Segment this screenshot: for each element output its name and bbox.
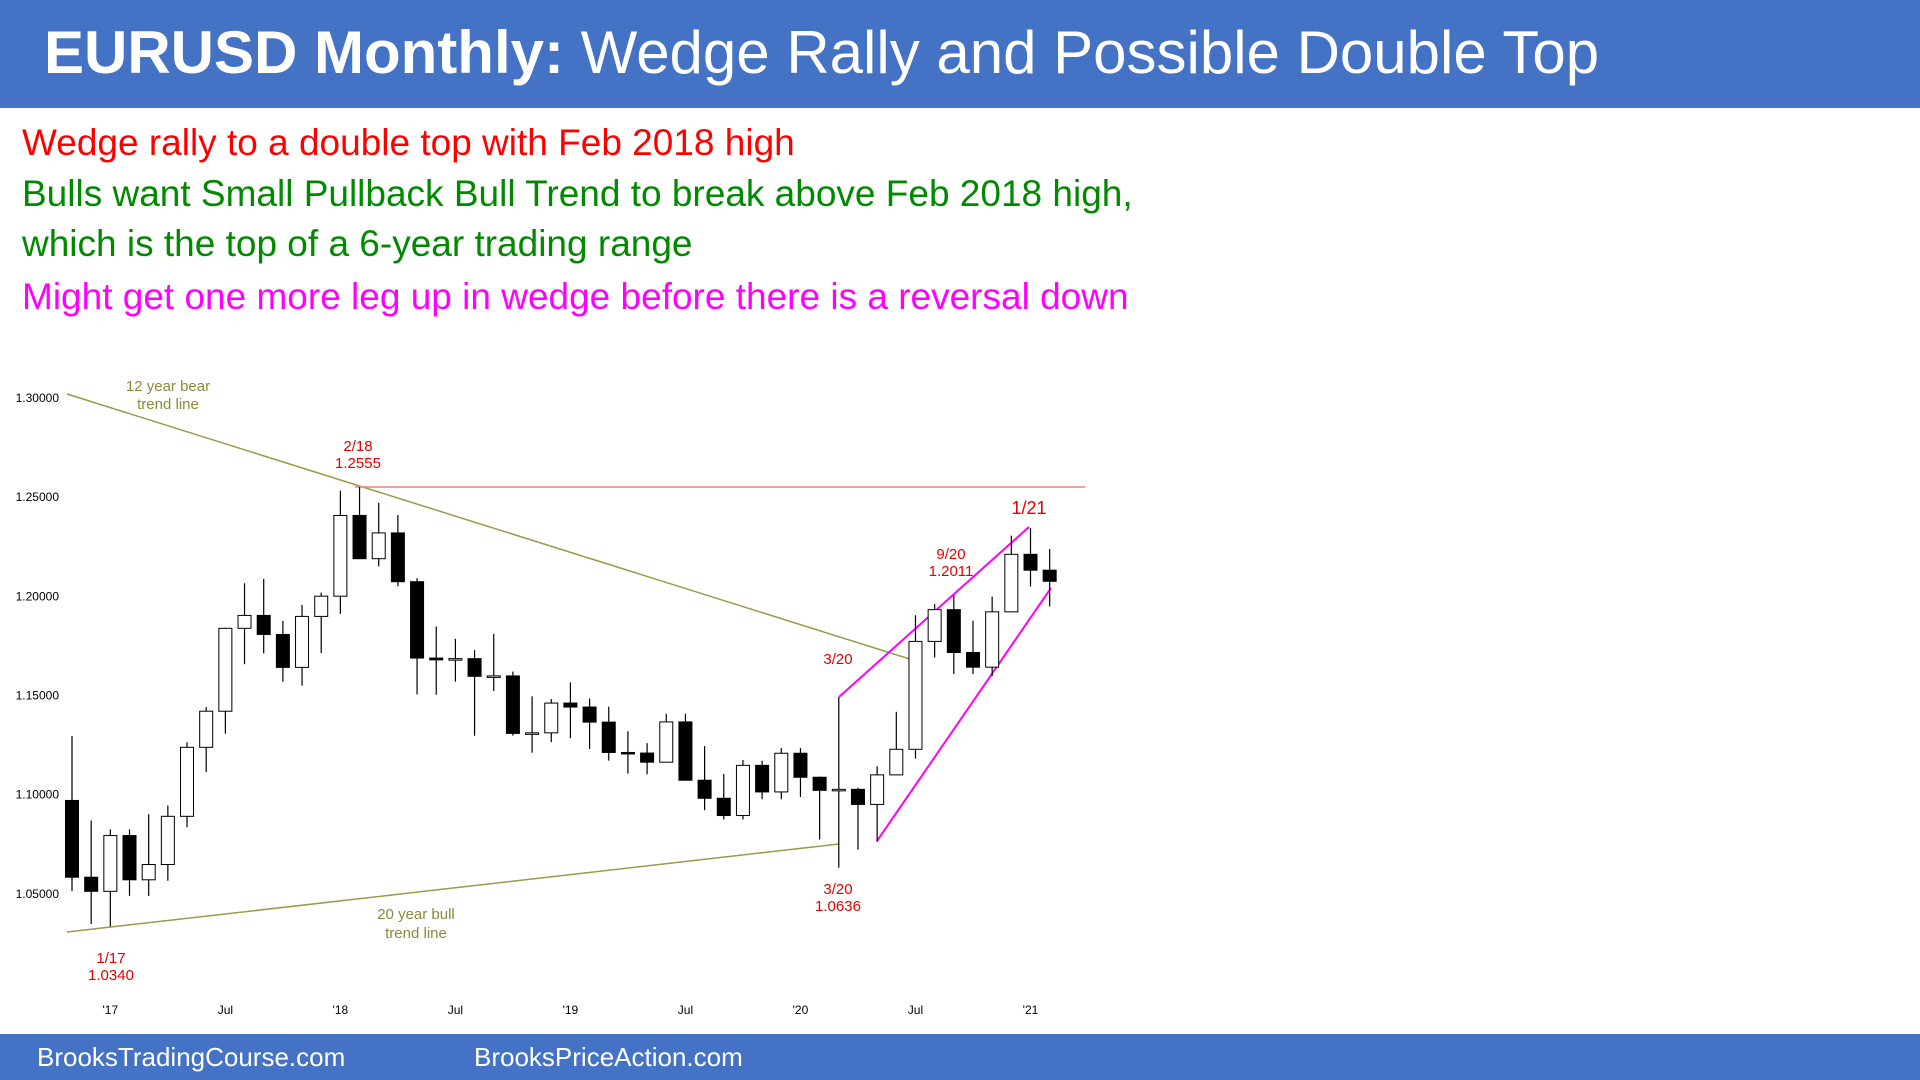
candle-body — [793, 752, 808, 778]
x-tick-label: Jul — [448, 1003, 463, 1017]
candle-body — [314, 595, 329, 617]
candle-body — [256, 614, 271, 635]
candle-body — [103, 835, 118, 892]
candle-body — [697, 779, 712, 799]
candle-body — [659, 721, 674, 763]
candle-body — [199, 710, 214, 748]
candle-body — [1042, 569, 1057, 582]
annotation: trend line — [385, 925, 447, 942]
footer-link: BrooksPriceAction.com — [474, 1042, 743, 1072]
annotation: 1/17 — [96, 950, 125, 967]
candle-body — [544, 702, 559, 734]
candle-body — [735, 764, 750, 817]
candle-body — [141, 864, 156, 881]
bear-trend-line — [66, 393, 917, 662]
bull-trend-line — [66, 843, 840, 933]
x-tick-label: '19 — [563, 1003, 579, 1017]
candle-body — [985, 611, 1000, 668]
x-tick-label: Jul — [218, 1003, 233, 1017]
candle-body — [390, 532, 405, 583]
candle-body — [371, 532, 386, 560]
annotation: 12 year bear — [126, 378, 210, 395]
candle-body — [448, 658, 463, 661]
candle-body — [237, 614, 252, 629]
x-tick-label: '18 — [333, 1003, 349, 1017]
candle-body — [352, 514, 367, 560]
candle-body — [601, 721, 616, 753]
candle-body — [429, 657, 444, 661]
candle-body — [640, 752, 655, 763]
candle-body — [620, 751, 635, 755]
candle-body — [812, 776, 827, 791]
candle-body — [889, 748, 904, 776]
candle-body — [160, 815, 175, 866]
candle-body — [582, 706, 597, 723]
candle-body — [965, 652, 980, 668]
y-tick-label: 1.30000 — [16, 391, 60, 405]
candle-body — [927, 609, 942, 642]
candle-body — [678, 721, 693, 781]
y-tick-label: 1.15000 — [16, 689, 60, 703]
note: Might get one more leg up in wedge befor… — [22, 276, 1129, 317]
candle-body — [774, 752, 789, 793]
title-rest: Wedge Rally and Possible Double Top — [580, 19, 1600, 86]
candle-body — [218, 627, 233, 712]
annotation: 2/18 — [343, 438, 372, 455]
x-tick-label: '20 — [793, 1003, 809, 1017]
y-tick-label: 1.20000 — [16, 589, 60, 603]
x-tick-label: '21 — [1023, 1003, 1039, 1017]
candles — [65, 487, 1057, 927]
candle-body — [275, 633, 290, 668]
annotation: 3/20 — [823, 881, 852, 898]
candle-body — [716, 797, 731, 817]
title: EURUSD Monthly: Wedge Rally and Possible… — [44, 18, 1599, 87]
candle-body — [525, 732, 540, 735]
header-bar: EURUSD Monthly: Wedge Rally and Possible… — [0, 0, 1920, 108]
x-tick-label: Jul — [678, 1003, 693, 1017]
title-bold: EURUSD Monthly: — [44, 19, 564, 86]
candle-body — [84, 876, 99, 892]
annotation: 1.2011 — [929, 563, 974, 580]
y-tick-label: 1.05000 — [16, 887, 60, 901]
candle-body — [486, 675, 501, 678]
candle-body — [850, 788, 865, 805]
candle-body — [755, 764, 770, 793]
footer-bar: BrooksTradingCourse.com BrooksPriceActio… — [0, 1034, 1920, 1080]
candle-body — [870, 774, 885, 805]
wedge-lower-line — [876, 587, 1052, 842]
candle-body — [467, 658, 482, 677]
annotation: 1.0636 — [815, 898, 861, 915]
candle-body — [180, 746, 195, 817]
annotation: trend line — [137, 396, 199, 413]
candle-body — [1004, 553, 1019, 613]
annotation: 3/20 — [823, 651, 852, 668]
candle-body — [295, 615, 310, 668]
annotation: 1/21 — [1011, 498, 1046, 518]
note: which is the top of a 6-year trading ran… — [22, 223, 693, 264]
annotation: 1.2555 — [335, 455, 381, 472]
note: Bulls want Small Pullback Bull Trend to … — [22, 173, 1133, 214]
candle-body — [563, 702, 578, 708]
candle-body — [333, 514, 348, 597]
annotation: 9/20 — [936, 546, 965, 563]
candle-body — [410, 581, 425, 659]
candle-body — [946, 609, 961, 654]
note: Wedge rally to a double top with Feb 201… — [22, 122, 795, 163]
y-tick-label: 1.10000 — [16, 788, 60, 802]
candle-body — [122, 835, 137, 881]
annotation: 1.0340 — [88, 967, 134, 984]
candle-body — [505, 675, 520, 734]
x-tick-label: Jul — [908, 1003, 923, 1017]
x-tick-label: '17 — [103, 1003, 119, 1017]
annotation: 20 year bull — [377, 906, 455, 923]
footer-link: BrooksTradingCourse.com — [37, 1042, 346, 1072]
candle-body — [1023, 553, 1038, 571]
y-tick-label: 1.25000 — [16, 490, 60, 504]
candle-body — [908, 640, 923, 750]
candle-body — [65, 799, 79, 878]
candle-body — [831, 788, 846, 792]
chart: 12 year bear trend line 2/18 1.2555 1/21… — [16, 378, 1085, 1017]
